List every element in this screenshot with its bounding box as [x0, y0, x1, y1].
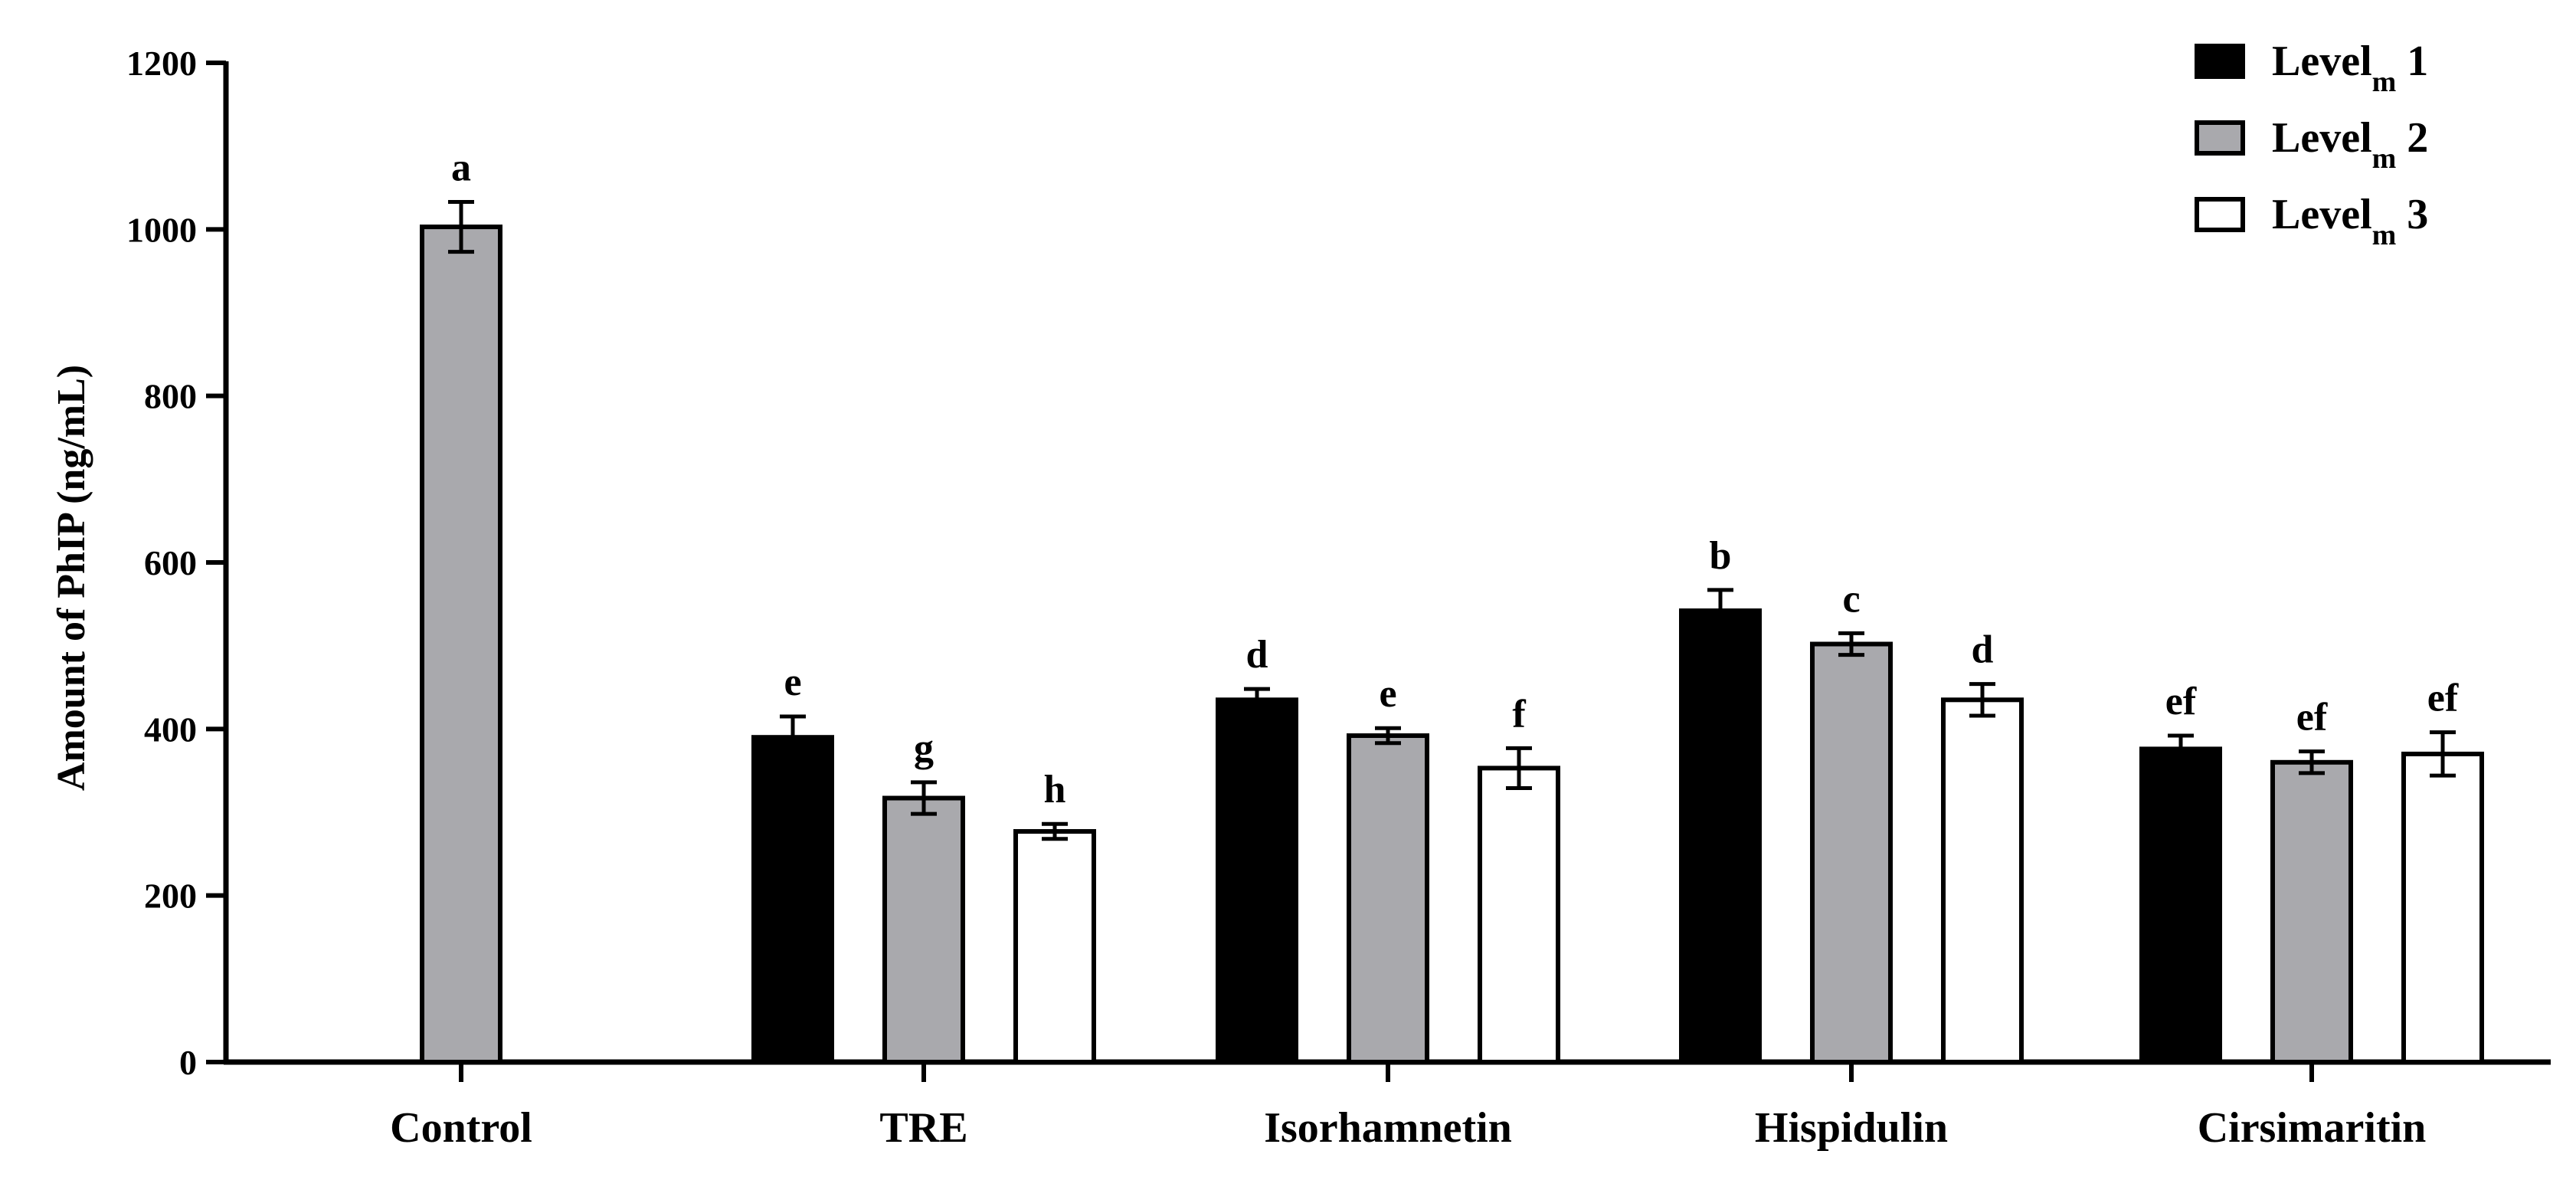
- bar: [2270, 759, 2353, 1064]
- significance-label: g: [914, 726, 934, 770]
- x-tick-label: Isorhamnetin: [1264, 1104, 1512, 1152]
- legend-label: Levelm 3: [2272, 191, 2428, 251]
- bar: [2139, 746, 2222, 1064]
- y-tick-label: 400: [144, 710, 197, 749]
- significance-label: f: [1512, 692, 1526, 736]
- significance-label: e: [1379, 672, 1396, 716]
- y-tick-label: 200: [144, 877, 197, 916]
- legend-swatch: [2195, 120, 2245, 156]
- x-tick-label: Control: [390, 1104, 532, 1152]
- bars: e d b ef a g e c ef h f d ef: [420, 146, 2484, 1065]
- y-tick-label: 800: [144, 377, 197, 416]
- legend-item: Levelm 1: [2195, 38, 2428, 98]
- significance-label: ef: [2296, 696, 2328, 739]
- significance-label: ef: [2427, 677, 2459, 720]
- significance-label: d: [1972, 628, 1994, 672]
- bar: [1679, 608, 1762, 1064]
- bar: [1478, 766, 1560, 1064]
- bar: [1810, 641, 1893, 1064]
- bar: [2401, 751, 2484, 1065]
- significance-label: a: [451, 146, 471, 189]
- legend-label: Levelm 2: [2272, 114, 2428, 175]
- bar: [1941, 697, 2024, 1064]
- y-tick-label: 600: [144, 543, 197, 582]
- significance-label: ef: [2165, 680, 2197, 723]
- significance-label: b: [1710, 534, 1732, 578]
- y-axis-title: Amount of PhIP (ng/mL): [50, 365, 93, 791]
- y-tick-label: 1000: [126, 210, 197, 249]
- bar: [882, 795, 965, 1064]
- x-tick-label: Hispidulin: [1755, 1104, 1948, 1152]
- y-tick-label: 0: [179, 1043, 197, 1082]
- legend-item: Levelm 3: [2195, 191, 2428, 251]
- bar: [420, 225, 502, 1064]
- axes: 0 200 400 600 800 1000 1200 Control TRE Isorhamne…: [126, 44, 2551, 1152]
- legend-swatch: [2195, 44, 2245, 79]
- legend: Levelm 1 Levelm 2 Levelm 3: [2195, 38, 2428, 251]
- bar: [1013, 828, 1096, 1064]
- significance-label: d: [1246, 633, 1268, 677]
- y-tick-label: 1200: [126, 44, 197, 83]
- legend-swatch: [2195, 197, 2245, 232]
- significance-label: c: [1842, 577, 1860, 621]
- bar: [751, 735, 834, 1064]
- bar: [1216, 697, 1298, 1064]
- x-tick-label: Cirsimaritin: [2198, 1104, 2427, 1152]
- x-tick-label: TRE: [879, 1104, 967, 1152]
- significance-label: h: [1044, 768, 1066, 811]
- legend-item: Levelm 2: [2195, 114, 2428, 175]
- significance-label: e: [784, 661, 801, 704]
- legend-label: Levelm 1: [2272, 38, 2428, 98]
- bar: [1347, 733, 1429, 1064]
